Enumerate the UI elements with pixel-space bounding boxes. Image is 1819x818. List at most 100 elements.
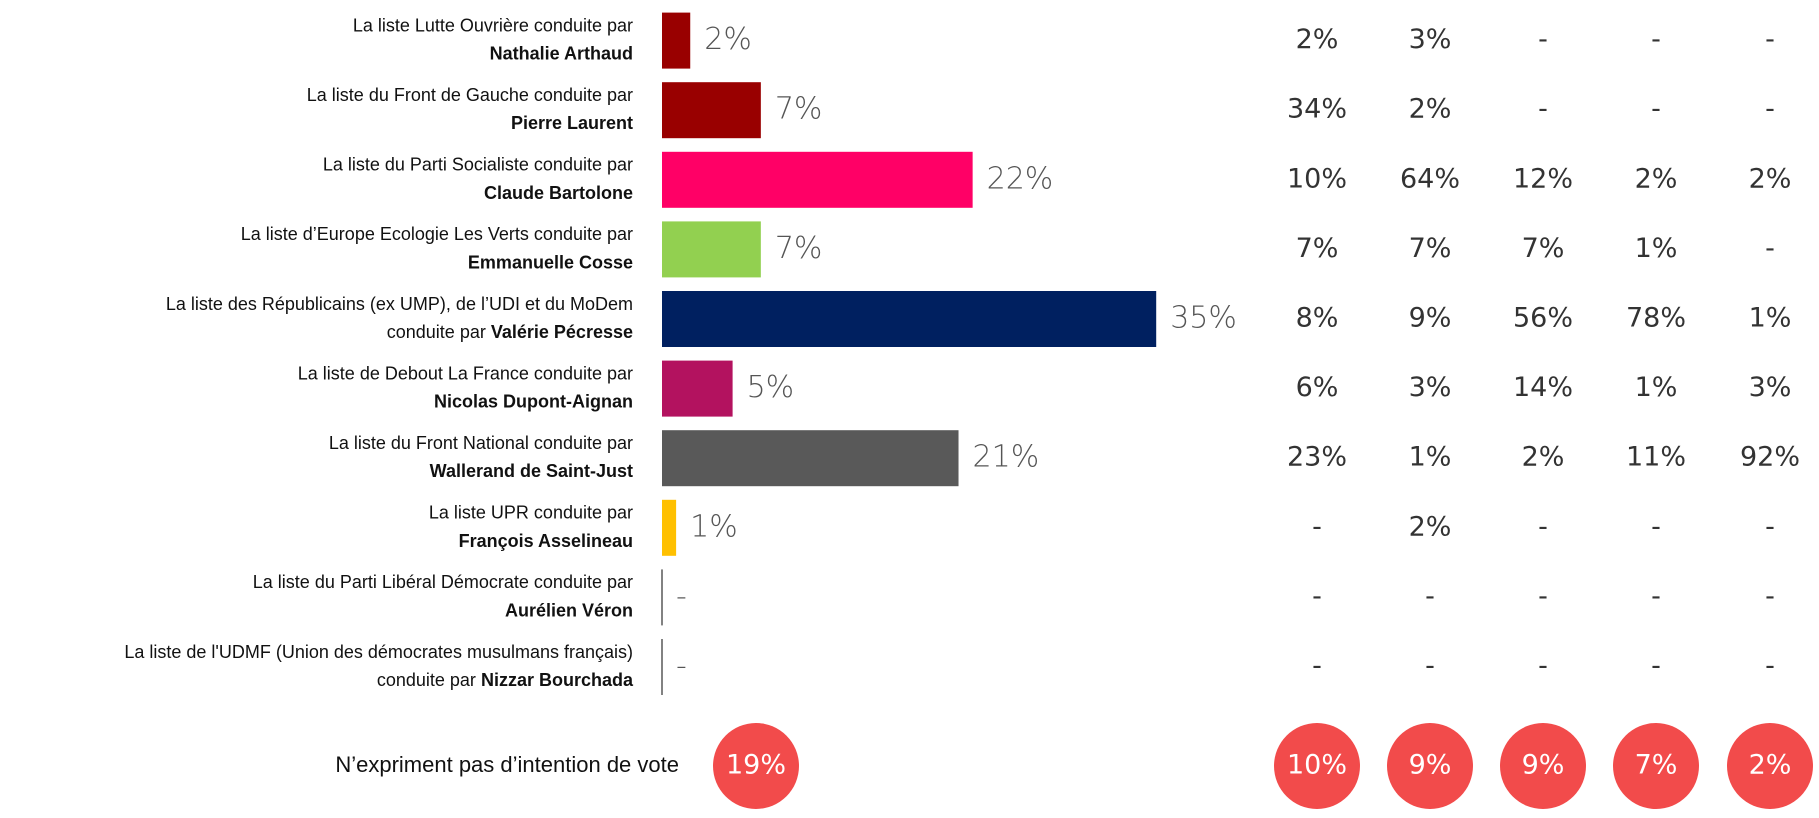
table-cell: -: [1538, 581, 1548, 612]
value-label: 7%: [775, 231, 823, 266]
category-label: La liste de l'UDMF (Union des démocrates…: [124, 642, 633, 662]
footer-circle: [713, 723, 799, 809]
value-label: 1%: [690, 509, 738, 544]
table-cell: 92%: [1740, 442, 1800, 473]
table-cell: -: [1765, 511, 1775, 542]
table-cell: -: [1765, 651, 1775, 682]
footer-cell: 2%: [1749, 750, 1792, 781]
table-cell: -: [1538, 94, 1548, 125]
table-cell: 1%: [1635, 233, 1678, 264]
bar: [662, 151, 973, 208]
category-name: Aurélien Véron: [505, 600, 633, 620]
category-label: La liste des Républicains (ex UMP), de l…: [166, 294, 633, 314]
table-cell: 6%: [1296, 372, 1339, 403]
category-prefix: conduite par: [387, 322, 486, 342]
candidate-name: Emmanuelle Cosse: [468, 252, 633, 272]
bar: [662, 291, 1157, 347]
table-cell: 2%: [1749, 163, 1792, 194]
table-cell: 2%: [1409, 94, 1452, 125]
table-cell: -: [1651, 581, 1661, 612]
table-cell: -: [1765, 94, 1775, 125]
footer-cell: 9%: [1409, 750, 1452, 781]
table-cell: 1%: [1409, 442, 1452, 473]
table-cell: 9%: [1409, 303, 1452, 334]
table-cell: 2%: [1635, 163, 1678, 194]
category-name: François Asselineau: [459, 531, 633, 551]
footer-cell: 9%: [1522, 750, 1565, 781]
table-cell: -: [1651, 511, 1661, 542]
candidate-name: Wallerand de Saint-Just: [430, 461, 633, 481]
candidate-name: Pierre Laurent: [511, 113, 633, 133]
category-label: La liste du Parti Libéral Démocrate cond…: [253, 572, 633, 592]
footer-cell: 7%: [1635, 750, 1678, 781]
table-cell: -: [1651, 651, 1661, 682]
category-prefix: conduite par: [377, 670, 476, 690]
table-cell: 8%: [1296, 303, 1339, 334]
footer-circle: [1274, 723, 1360, 809]
category-label: La liste du Parti Socialiste conduite pa…: [323, 155, 633, 175]
table-cell: -: [1651, 24, 1661, 55]
table-cell: 3%: [1749, 372, 1792, 403]
footer-circle: [1387, 723, 1473, 809]
table-cell: 7%: [1409, 233, 1452, 264]
table-cell: 3%: [1409, 24, 1452, 55]
table-cell: 7%: [1522, 233, 1565, 264]
table-cell: 23%: [1287, 442, 1347, 473]
table-cell: 78%: [1626, 303, 1686, 334]
table-cell: -: [1651, 94, 1661, 125]
category-label: La liste d’Europe Ecologie Les Verts con…: [241, 224, 633, 244]
category-name: Claude Bartolone: [484, 183, 633, 203]
footer-circle: [1613, 723, 1699, 809]
candidate-name: Aurélien Véron: [505, 600, 633, 620]
bar: [662, 221, 761, 278]
category-label: La liste de Debout La France conduite pa…: [298, 363, 633, 383]
footer-circle: [1500, 723, 1586, 809]
category-name: Emmanuelle Cosse: [468, 252, 633, 272]
bar: [662, 499, 677, 556]
table-cell: 2%: [1296, 24, 1339, 55]
table-cell: 2%: [1522, 442, 1565, 473]
value-label: 7%: [775, 92, 823, 127]
table-cell: -: [1538, 24, 1548, 55]
category-name: conduite par Nizzar Bourchada: [377, 670, 634, 690]
footer-circle: [1727, 723, 1813, 809]
table-cell: -: [1425, 651, 1435, 682]
footer-label: N’expriment pas d’intention de vote: [335, 752, 679, 777]
table-cell: 64%: [1400, 163, 1460, 194]
table-cell: 56%: [1513, 303, 1573, 334]
candidate-name: Nicolas Dupont-Aignan: [434, 391, 633, 411]
table-cell: -: [1765, 24, 1775, 55]
table-cell: -: [1312, 511, 1322, 542]
candidate-name: Nizzar Bourchada: [481, 670, 634, 690]
category-name: Pierre Laurent: [511, 113, 633, 133]
candidate-name: Valérie Pécresse: [491, 322, 633, 342]
table-cell: 12%: [1513, 163, 1573, 194]
category-label: La liste du Front de Gauche conduite par: [307, 85, 633, 105]
value-label: 22%: [987, 161, 1054, 196]
candidate-name: François Asselineau: [459, 531, 633, 551]
category-name: Wallerand de Saint-Just: [430, 461, 633, 481]
category-label: La liste UPR conduite par: [429, 503, 633, 523]
category-name: Nathalie Arthaud: [490, 43, 633, 63]
table-cell: -: [1765, 233, 1775, 264]
value-label: -: [676, 579, 687, 614]
table-cell: 2%: [1409, 511, 1452, 542]
table-cell: -: [1765, 581, 1775, 612]
table-cell: -: [1312, 651, 1322, 682]
value-label: 2%: [704, 22, 752, 57]
table-cell: -: [1538, 651, 1548, 682]
table-cell: 11%: [1626, 442, 1686, 473]
table-cell: 1%: [1635, 372, 1678, 403]
value-label: 5%: [747, 370, 795, 405]
category-label: La liste du Front National conduite par: [329, 433, 633, 453]
table-cell: 7%: [1296, 233, 1339, 264]
value-label: 21%: [973, 440, 1040, 475]
bar: [662, 82, 761, 139]
footer-value: 19%: [726, 750, 786, 781]
table-cell: 34%: [1287, 94, 1347, 125]
category-name: conduite par Valérie Pécresse: [387, 322, 633, 342]
category-label: La liste Lutte Ouvrière conduite par: [353, 15, 633, 35]
bar: [662, 430, 959, 487]
table-cell: 1%: [1749, 303, 1792, 334]
